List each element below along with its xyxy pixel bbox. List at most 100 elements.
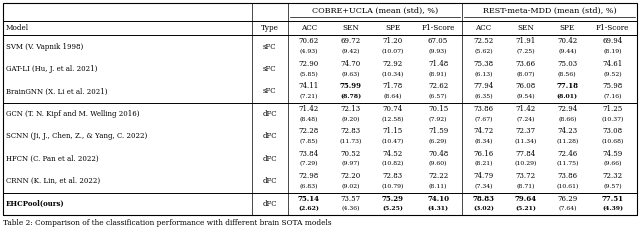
Text: ACC: ACC bbox=[301, 24, 317, 32]
Text: SPE: SPE bbox=[559, 24, 575, 32]
Text: (8.78): (8.78) bbox=[340, 94, 362, 99]
Text: Type: Type bbox=[261, 24, 278, 32]
Text: (4.31): (4.31) bbox=[428, 206, 449, 212]
Text: 71.91: 71.91 bbox=[515, 37, 536, 45]
Text: F1-Score: F1-Score bbox=[421, 24, 454, 32]
Text: 75.14: 75.14 bbox=[298, 195, 320, 203]
Text: 72.83: 72.83 bbox=[340, 127, 361, 135]
Text: (5.85): (5.85) bbox=[300, 72, 318, 77]
Text: 72.52: 72.52 bbox=[473, 37, 493, 45]
Text: 75.99: 75.99 bbox=[340, 82, 362, 90]
Text: 74.10: 74.10 bbox=[427, 195, 449, 203]
Text: 70.15: 70.15 bbox=[428, 105, 448, 113]
Text: 72.46: 72.46 bbox=[557, 150, 577, 158]
Text: (10.29): (10.29) bbox=[514, 161, 536, 167]
Text: (7.21): (7.21) bbox=[300, 94, 318, 99]
Text: (8.19): (8.19) bbox=[604, 49, 622, 54]
Text: (7.29): (7.29) bbox=[300, 161, 318, 167]
Text: 71.48: 71.48 bbox=[428, 60, 448, 68]
Text: 71.59: 71.59 bbox=[428, 127, 448, 135]
Text: GAT-LI (Hu, J. et al. 2021): GAT-LI (Hu, J. et al. 2021) bbox=[6, 65, 97, 73]
Text: 75.38: 75.38 bbox=[474, 60, 493, 68]
Text: 73.72: 73.72 bbox=[515, 172, 536, 180]
Text: 72.22: 72.22 bbox=[428, 172, 448, 180]
Text: (9.02): (9.02) bbox=[342, 184, 360, 189]
Text: (7.92): (7.92) bbox=[429, 117, 447, 122]
Text: (11.34): (11.34) bbox=[514, 139, 536, 144]
Text: (6.57): (6.57) bbox=[429, 94, 447, 99]
Text: 78.83: 78.83 bbox=[472, 195, 494, 203]
Text: 72.83: 72.83 bbox=[383, 172, 403, 180]
Text: 75.03: 75.03 bbox=[557, 60, 577, 68]
Text: COBRE+UCLA (mean (std), %): COBRE+UCLA (mean (std), %) bbox=[312, 7, 438, 15]
Text: 76.16: 76.16 bbox=[473, 150, 493, 158]
Text: SPE: SPE bbox=[385, 24, 400, 32]
Text: (8.64): (8.64) bbox=[383, 94, 402, 99]
Text: (8.56): (8.56) bbox=[558, 72, 577, 77]
Text: 67.05: 67.05 bbox=[428, 37, 448, 45]
Text: 77.94: 77.94 bbox=[473, 82, 493, 90]
Text: (8.11): (8.11) bbox=[429, 184, 447, 189]
Text: 74.79: 74.79 bbox=[473, 172, 493, 180]
Text: 71.25: 71.25 bbox=[602, 105, 623, 113]
Text: (6.83): (6.83) bbox=[300, 184, 318, 189]
Text: 70.62: 70.62 bbox=[299, 37, 319, 45]
Text: 71.15: 71.15 bbox=[383, 127, 403, 135]
Text: 74.23: 74.23 bbox=[557, 127, 577, 135]
Text: 74.72: 74.72 bbox=[473, 127, 493, 135]
Text: 70.42: 70.42 bbox=[557, 37, 577, 45]
Text: (7.34): (7.34) bbox=[474, 184, 493, 189]
Text: 72.62: 72.62 bbox=[428, 82, 448, 90]
Text: sFC: sFC bbox=[263, 43, 276, 51]
Text: dFC: dFC bbox=[262, 132, 277, 140]
Text: F1-Score: F1-Score bbox=[596, 24, 629, 32]
Text: 72.92: 72.92 bbox=[383, 60, 403, 68]
Text: 72.94: 72.94 bbox=[557, 105, 577, 113]
Text: EHCPool(ours): EHCPool(ours) bbox=[6, 200, 65, 208]
Text: ACC: ACC bbox=[476, 24, 492, 32]
Text: (8.21): (8.21) bbox=[474, 161, 493, 167]
Text: (9.52): (9.52) bbox=[604, 72, 622, 77]
Text: (7.85): (7.85) bbox=[300, 139, 318, 144]
Text: 74.11: 74.11 bbox=[299, 82, 319, 90]
Text: 74.61: 74.61 bbox=[602, 60, 623, 68]
Text: (10.37): (10.37) bbox=[602, 117, 624, 122]
Text: (10.79): (10.79) bbox=[381, 184, 404, 189]
Text: (7.25): (7.25) bbox=[516, 49, 534, 54]
Text: 71.42: 71.42 bbox=[515, 105, 536, 113]
Text: dFC: dFC bbox=[262, 110, 277, 118]
Text: SEN: SEN bbox=[517, 24, 534, 32]
Text: SVM (V. Vapnik 1998): SVM (V. Vapnik 1998) bbox=[6, 43, 83, 51]
Text: (4.36): (4.36) bbox=[342, 206, 360, 212]
Text: 76.08: 76.08 bbox=[515, 82, 536, 90]
Text: (10.07): (10.07) bbox=[381, 49, 404, 54]
Text: (9.57): (9.57) bbox=[604, 184, 622, 189]
Text: 69.72: 69.72 bbox=[340, 37, 361, 45]
Text: 79.64: 79.64 bbox=[515, 195, 536, 203]
Text: (11.75): (11.75) bbox=[556, 161, 579, 167]
Text: (9.97): (9.97) bbox=[342, 161, 360, 167]
Text: (7.24): (7.24) bbox=[516, 117, 534, 122]
Text: 72.20: 72.20 bbox=[340, 172, 361, 180]
Text: SEN: SEN bbox=[342, 24, 359, 32]
Text: (8.71): (8.71) bbox=[516, 184, 534, 189]
Text: (3.02): (3.02) bbox=[473, 206, 494, 212]
Text: 72.90: 72.90 bbox=[299, 60, 319, 68]
Text: (8.07): (8.07) bbox=[516, 72, 534, 77]
Text: (10.82): (10.82) bbox=[381, 161, 404, 167]
Text: 70.74: 70.74 bbox=[383, 105, 403, 113]
Text: (7.67): (7.67) bbox=[474, 117, 493, 122]
Text: 71.20: 71.20 bbox=[383, 37, 403, 45]
Text: (7.16): (7.16) bbox=[604, 94, 622, 99]
Text: 72.13: 72.13 bbox=[340, 105, 361, 113]
Text: (5.62): (5.62) bbox=[474, 49, 493, 54]
Text: 75.98: 75.98 bbox=[602, 82, 623, 90]
Text: dFC: dFC bbox=[262, 177, 277, 185]
Text: (8.34): (8.34) bbox=[474, 139, 493, 144]
Text: 73.08: 73.08 bbox=[602, 127, 623, 135]
Text: HFCN (C. Pan et al. 2022): HFCN (C. Pan et al. 2022) bbox=[6, 155, 99, 163]
Text: (11.73): (11.73) bbox=[340, 139, 362, 144]
Text: (5.25): (5.25) bbox=[382, 206, 403, 212]
Text: Table 2: Comparison of the classification performance with different brain SOTA : Table 2: Comparison of the classificatio… bbox=[3, 219, 332, 227]
Text: (7.64): (7.64) bbox=[558, 206, 577, 212]
